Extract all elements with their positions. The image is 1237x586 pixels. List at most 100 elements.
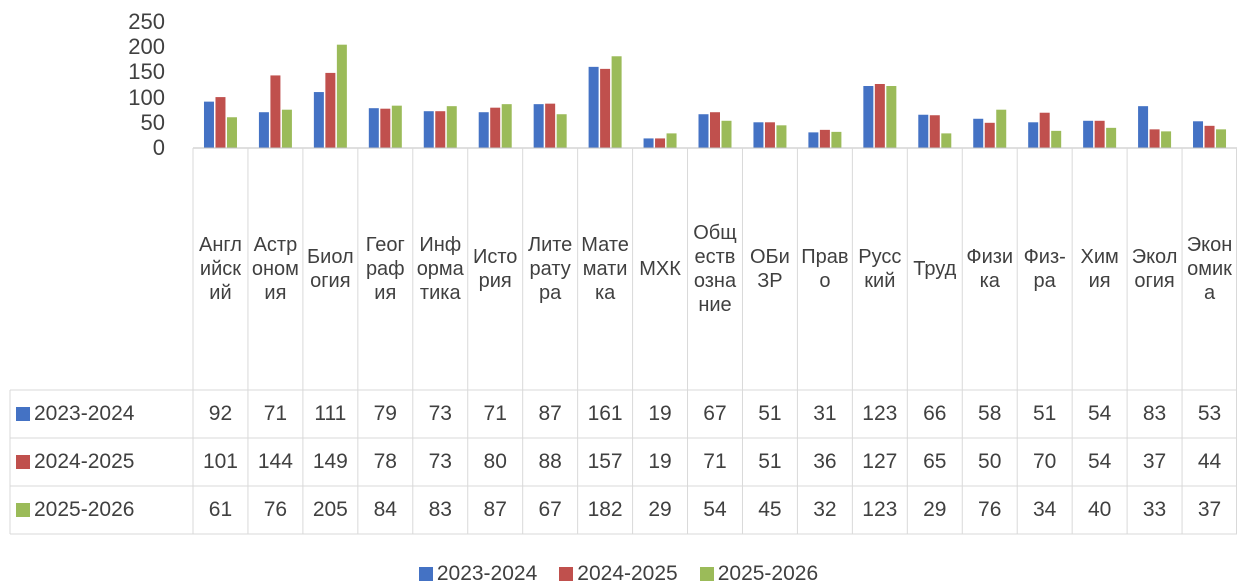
table-cell: 144 — [257, 450, 293, 473]
table-cell: 79 — [373, 402, 397, 425]
category-label: Информатика — [416, 234, 464, 304]
bar — [545, 103, 556, 148]
legend-item: 2025-2026 — [699, 562, 819, 586]
y-tick-label: 150 — [128, 59, 165, 85]
bar — [643, 138, 654, 148]
bar — [446, 106, 457, 148]
category-label: Физ-ра — [1023, 246, 1066, 292]
bar — [1094, 120, 1105, 148]
bar — [973, 118, 984, 148]
table-cell: 66 — [923, 402, 947, 425]
table-cell: 61 — [208, 498, 233, 521]
row-name: 2023-2024 — [34, 402, 135, 425]
table-cell: 67 — [703, 402, 727, 425]
legend-item: 2023-2024 — [418, 562, 537, 586]
bar — [1028, 122, 1039, 148]
row-name: 2025-2026 — [34, 498, 135, 521]
table-cell: 87 — [538, 402, 562, 425]
table-cell: 71 — [703, 450, 727, 473]
table-cell: 123 — [862, 498, 898, 521]
table-cell: 78 — [373, 450, 397, 473]
table-cell: 29 — [648, 498, 672, 521]
row-label: 2024-2025 — [16, 438, 191, 486]
table-cell: 53 — [1197, 402, 1222, 425]
bar — [325, 72, 336, 148]
bar — [1193, 121, 1204, 148]
table-cell: 50 — [978, 450, 1002, 473]
table-cell: 157 — [587, 450, 623, 473]
table-cell: 54 — [1087, 402, 1112, 425]
category-label: МХК — [639, 258, 681, 280]
legend-swatch — [559, 567, 574, 581]
table-cell: 51 — [758, 402, 782, 425]
table-cell: 54 — [703, 498, 727, 521]
bar — [918, 114, 929, 148]
table-cell: 101 — [202, 450, 238, 473]
category-label: Право — [801, 246, 849, 292]
bar — [1051, 130, 1062, 148]
bar — [1216, 129, 1227, 148]
table-cell: 88 — [538, 450, 562, 473]
legend-item: 2024-2025 — [559, 562, 678, 586]
table-cell: 111 — [314, 402, 347, 425]
category-label: Химия — [1080, 246, 1119, 292]
bar — [423, 111, 434, 148]
bar — [1083, 120, 1094, 148]
category-label: Экология — [1131, 246, 1178, 292]
table-cell: 44 — [1197, 450, 1222, 473]
category-label: Труд — [913, 258, 957, 280]
legend-label: 2025-2026 — [717, 562, 819, 585]
bar — [281, 109, 292, 148]
bar — [611, 56, 622, 148]
bar — [556, 114, 567, 148]
table-cell: 51 — [758, 450, 782, 473]
bar — [600, 68, 611, 148]
bar — [666, 133, 677, 148]
bar — [588, 66, 599, 148]
category-label: Астрономия — [251, 234, 299, 304]
table-cell: 58 — [978, 402, 1002, 425]
bar — [1149, 129, 1160, 148]
bar — [776, 125, 787, 148]
bar — [336, 44, 347, 148]
y-tick-label: 200 — [128, 34, 165, 60]
table-cell: 31 — [813, 402, 837, 425]
bar — [753, 122, 764, 148]
table-cell: 84 — [373, 498, 397, 521]
table-cell: 33 — [1142, 498, 1167, 521]
category-label: ОБиЗР — [750, 246, 790, 292]
table-cell: 19 — [648, 450, 672, 473]
bar — [1106, 127, 1117, 148]
category-label: Русский — [858, 246, 902, 292]
bar — [490, 107, 501, 148]
table-cell: 83 — [428, 498, 452, 521]
bar — [435, 111, 446, 148]
table-cell: 76 — [978, 498, 1002, 521]
category-label: История — [472, 246, 518, 292]
legend-swatch — [699, 567, 714, 581]
bar — [808, 132, 819, 148]
table-cell: 40 — [1087, 498, 1112, 521]
bar — [380, 108, 391, 148]
legend-label: 2024-2025 — [577, 562, 678, 585]
row-label: 2023-2024 — [16, 390, 191, 438]
bar — [863, 86, 874, 148]
category-label: Биология — [307, 246, 354, 292]
table-cell: 71 — [483, 402, 507, 425]
table-cell: 80 — [483, 450, 507, 473]
table-cell: 67 — [538, 498, 562, 521]
bar — [203, 101, 214, 148]
table-cell: 182 — [587, 498, 623, 521]
bar — [270, 75, 281, 148]
row-label: 2025-2026 — [16, 486, 191, 534]
y-tick-label: 0 — [152, 135, 165, 160]
bar — [226, 117, 237, 148]
bar — [313, 92, 324, 148]
table-cell: 76 — [263, 498, 288, 521]
y-tick-label: 50 — [140, 109, 165, 135]
bar — [831, 131, 842, 148]
bar — [886, 86, 897, 148]
bar — [721, 120, 732, 148]
table-cell: 51 — [1032, 402, 1057, 425]
